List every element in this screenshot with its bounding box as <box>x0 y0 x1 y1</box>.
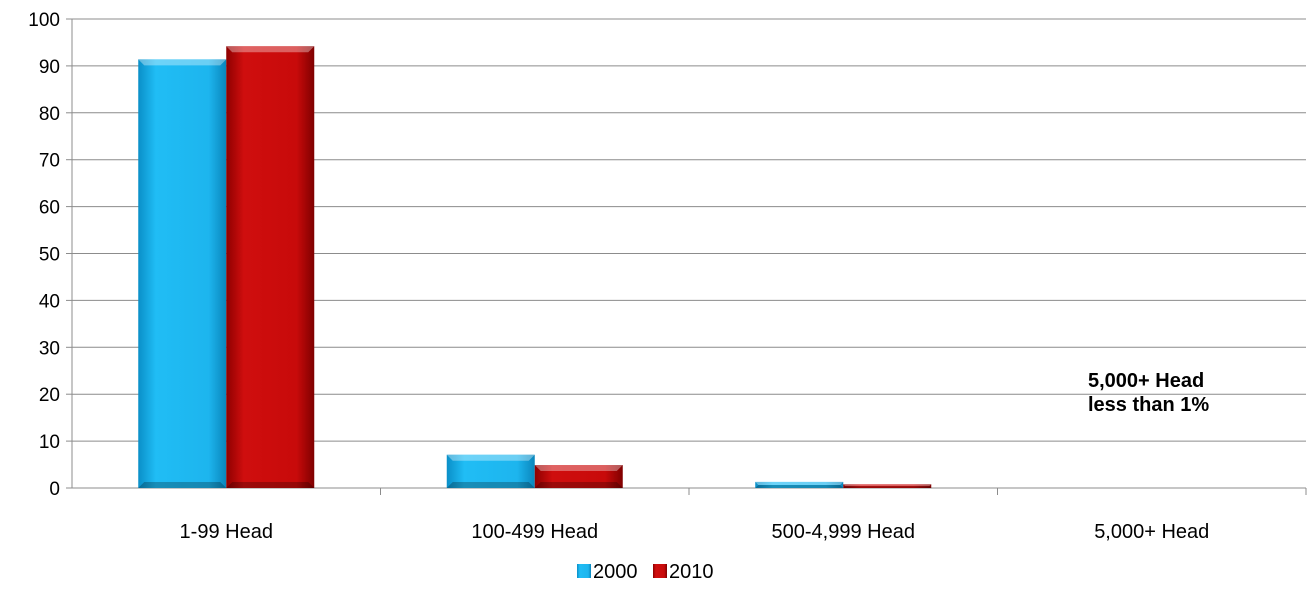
bars <box>138 46 932 489</box>
bar-bevel-bottom <box>446 482 535 488</box>
x-category-label: 5,000+ Head <box>1094 521 1209 543</box>
annotation-label: 5,000+ Head less than 1% <box>1088 370 1210 416</box>
y-tick-label: 50 <box>39 245 60 266</box>
y-tick-label: 60 <box>39 198 60 219</box>
bar-2010-2 <box>843 484 932 488</box>
x-category-label: 100-499 Head <box>471 521 598 543</box>
legend: 2000 2010 <box>577 561 714 583</box>
bar-bevel-bottom <box>226 482 315 488</box>
bar-fill <box>446 454 535 488</box>
legend-swatch-2010 <box>653 564 667 578</box>
bar-bevel-bottom <box>755 484 844 488</box>
bar-fill <box>226 46 315 489</box>
bar-2010-0 <box>226 46 315 489</box>
x-category-label: 1-99 Head <box>180 521 273 543</box>
bar-bevel-top <box>226 46 315 53</box>
y-tick-label: 80 <box>39 104 60 125</box>
y-tick-label: 20 <box>39 385 60 406</box>
bar-bevel-top <box>446 454 535 461</box>
x-category-label: 500-4,999 Head <box>772 521 915 543</box>
bar-2000-1 <box>446 454 535 488</box>
bar-bevel-bottom <box>843 486 932 488</box>
y-tick-label: 100 <box>28 10 60 31</box>
bar-bevel-top <box>843 484 932 487</box>
bar-2000-2 <box>755 481 844 488</box>
y-tick-label: 30 <box>39 338 60 359</box>
bar-bevel-top <box>534 465 623 472</box>
bar-2000-0 <box>138 59 227 489</box>
y-tick-labels: 0 10 20 30 40 50 60 70 80 90 100 <box>28 10 60 500</box>
bar-fill <box>534 465 623 488</box>
legend-label-2000: 2000 <box>593 561 638 583</box>
y-tick-label: 70 <box>39 151 60 172</box>
bar-bevel-bottom <box>138 482 227 488</box>
bar-fill <box>138 59 227 489</box>
bar-fill <box>843 484 932 488</box>
bar-bevel-top <box>755 481 844 485</box>
y-tick-label: 10 <box>39 432 60 453</box>
bar-fill <box>755 481 844 488</box>
bar-bevel-top <box>138 59 227 66</box>
y-tick-label: 40 <box>39 291 60 312</box>
legend-label-2010: 2010 <box>669 561 714 583</box>
bar-bevel-bottom <box>534 482 623 488</box>
annotation-line-2: less than 1% <box>1088 394 1209 416</box>
bar-2010-1 <box>534 465 623 488</box>
y-tick-label: 90 <box>39 57 60 78</box>
y-tick-label: 0 <box>49 479 60 500</box>
annotation-line-1: 5,000+ Head <box>1088 370 1204 392</box>
x-category-labels: 1-99 Head 100-499 Head 500-4,999 Head 5,000… <box>180 521 1210 543</box>
legend-swatch-2000 <box>577 564 591 578</box>
